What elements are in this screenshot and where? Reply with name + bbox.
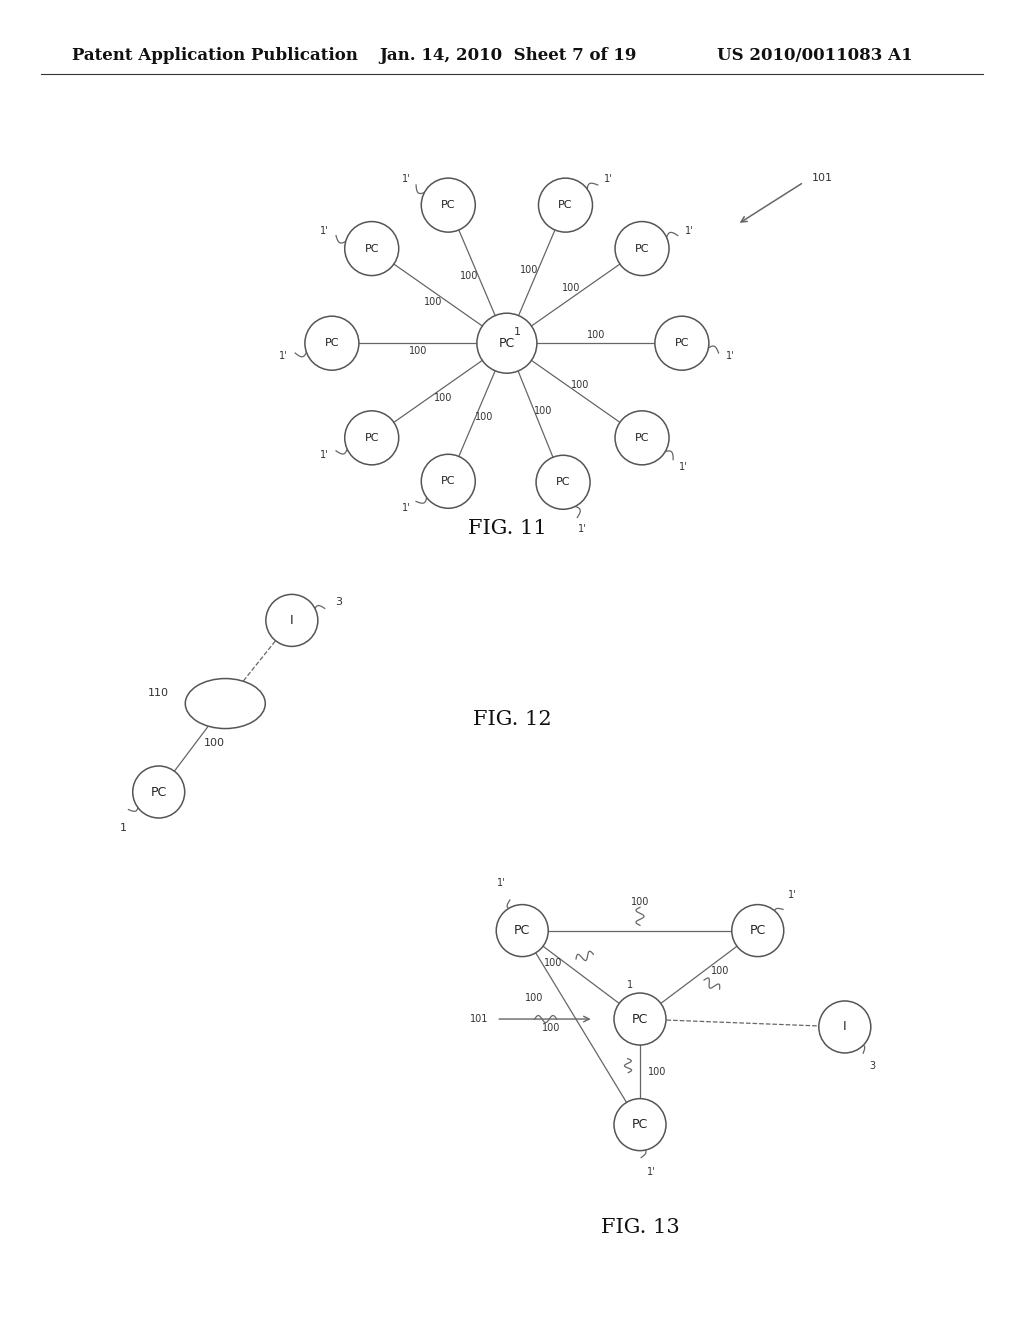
Text: 100: 100 — [711, 966, 729, 975]
Text: I: I — [290, 614, 294, 627]
Text: 100: 100 — [520, 264, 539, 275]
Text: PC: PC — [635, 244, 649, 253]
Text: PC: PC — [632, 1012, 648, 1026]
Ellipse shape — [133, 766, 184, 818]
Ellipse shape — [497, 904, 548, 957]
Text: 3: 3 — [869, 1061, 876, 1071]
Text: 101: 101 — [812, 173, 834, 183]
Ellipse shape — [345, 411, 398, 465]
Ellipse shape — [421, 178, 475, 232]
Text: 1: 1 — [514, 326, 521, 337]
Text: PC: PC — [441, 477, 456, 486]
Text: 1': 1' — [401, 503, 411, 512]
Text: Jan. 14, 2010  Sheet 7 of 19: Jan. 14, 2010 Sheet 7 of 19 — [379, 48, 636, 63]
Text: PC: PC — [556, 478, 570, 487]
Ellipse shape — [185, 678, 265, 729]
Text: 1: 1 — [120, 822, 127, 833]
Text: 101: 101 — [470, 1014, 488, 1024]
Ellipse shape — [655, 317, 709, 370]
Text: PC: PC — [675, 338, 689, 348]
Ellipse shape — [614, 1098, 666, 1151]
Text: FIG. 13: FIG. 13 — [601, 1218, 679, 1237]
Text: PC: PC — [632, 1118, 648, 1131]
Ellipse shape — [477, 313, 537, 374]
Text: 100: 100 — [475, 412, 494, 422]
Text: 100: 100 — [409, 346, 427, 356]
Text: PC: PC — [151, 785, 167, 799]
Text: PC: PC — [365, 244, 379, 253]
Ellipse shape — [345, 222, 398, 276]
Text: 1': 1' — [603, 174, 612, 183]
Text: PC: PC — [365, 433, 379, 442]
Text: PC: PC — [441, 201, 456, 210]
Text: 3: 3 — [335, 597, 342, 607]
Ellipse shape — [732, 904, 783, 957]
Text: 100: 100 — [587, 330, 605, 341]
Text: 100: 100 — [424, 297, 442, 306]
Text: 100: 100 — [525, 993, 544, 1003]
Text: 1': 1' — [788, 890, 797, 900]
Text: 1': 1' — [321, 227, 329, 236]
Ellipse shape — [421, 454, 475, 508]
Text: FIG. 12: FIG. 12 — [473, 710, 551, 729]
Text: 100: 100 — [648, 1067, 667, 1077]
Text: 100: 100 — [461, 271, 479, 281]
Text: 100: 100 — [534, 407, 552, 416]
Text: 1': 1' — [647, 1167, 656, 1177]
Text: 100: 100 — [571, 380, 590, 389]
Text: 100: 100 — [433, 393, 452, 403]
Text: PC: PC — [514, 924, 530, 937]
Text: 1': 1' — [726, 351, 734, 362]
Text: PC: PC — [558, 201, 572, 210]
Text: 1': 1' — [280, 351, 288, 362]
Text: 1': 1' — [401, 174, 411, 183]
Text: PC: PC — [499, 337, 515, 350]
Ellipse shape — [819, 1001, 870, 1053]
Text: 100: 100 — [631, 896, 649, 907]
Text: 1': 1' — [498, 878, 506, 888]
Text: 100: 100 — [543, 1023, 561, 1032]
Ellipse shape — [539, 178, 593, 232]
Text: 110: 110 — [147, 688, 169, 698]
Ellipse shape — [305, 317, 358, 370]
Ellipse shape — [537, 455, 590, 510]
Text: 100: 100 — [205, 738, 225, 747]
Text: 1': 1' — [578, 524, 586, 533]
Ellipse shape — [614, 993, 666, 1045]
Text: FIG. 11: FIG. 11 — [468, 519, 546, 537]
Text: US 2010/0011083 A1: US 2010/0011083 A1 — [717, 48, 912, 63]
Text: I: I — [843, 1020, 847, 1034]
Ellipse shape — [615, 411, 669, 465]
Text: PC: PC — [635, 433, 649, 442]
Text: 100: 100 — [562, 284, 581, 293]
Text: PC: PC — [750, 924, 766, 937]
Text: 100: 100 — [545, 958, 563, 968]
Ellipse shape — [615, 222, 669, 276]
Text: 1': 1' — [321, 450, 329, 459]
Text: 1': 1' — [685, 227, 693, 236]
Text: Patent Application Publication: Patent Application Publication — [72, 48, 357, 63]
Text: 1': 1' — [679, 462, 687, 471]
Ellipse shape — [266, 594, 317, 647]
Text: PC: PC — [325, 338, 339, 348]
Text: 1: 1 — [627, 979, 633, 990]
